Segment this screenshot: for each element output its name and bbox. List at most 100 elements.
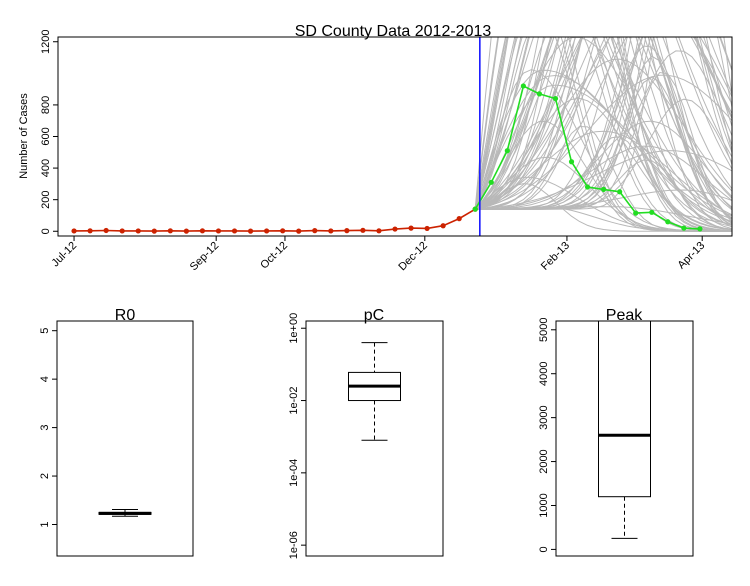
data-point (424, 225, 430, 232)
projection-line (474, 37, 732, 230)
projection-lines (474, 37, 732, 232)
projection-line (474, 37, 732, 210)
main-axes: 0 200 400 600 800 1200 Jul-12 Sep-12 Oct-12 Dec-1… (40, 29, 707, 273)
y-tick-label: 1 (39, 521, 51, 527)
box-panel-pc: pC 1e-06 1e-04 1e-02 1e+00 (288, 307, 444, 559)
data-point (103, 227, 109, 234)
y-tick-label: 1e-06 (288, 531, 300, 559)
x-tick-label: Sep-12 (188, 240, 222, 274)
data-point (488, 179, 494, 185)
data-point (681, 225, 687, 231)
data-point (376, 228, 382, 234)
data-point (633, 210, 639, 216)
x-tick-label: Dec-12 (396, 240, 430, 274)
data-point (312, 228, 318, 234)
projection-line (474, 37, 732, 210)
projection-line (474, 37, 732, 210)
data-point (536, 91, 543, 97)
y-tick-label: 400 (40, 159, 52, 177)
iqr-box (598, 320, 651, 498)
data-point (199, 228, 206, 234)
data-point (167, 228, 173, 234)
box-panel-peak: Peak 0 1000 2000 3000 4000 5000 (538, 307, 694, 557)
data-point (87, 228, 93, 234)
data-point (456, 216, 462, 222)
projection-line (475, 37, 732, 232)
y-tick-label: 2000 (538, 449, 550, 473)
y-tick-label: 1e+00 (288, 313, 300, 344)
y-tick-label: 3000 (538, 405, 550, 429)
peak-boxplot: 0 1000 2000 3000 4000 5000 (538, 318, 651, 552)
r0-boxplot: 1 2 3 4 5 (39, 328, 152, 528)
data-point (649, 209, 655, 215)
x-tick-label: Oct-12 (258, 240, 290, 272)
y-tick-label: 5000 (538, 318, 550, 342)
projection-line (474, 37, 732, 232)
projection-line (474, 37, 732, 211)
series-line-0 (73, 208, 476, 232)
data-point (360, 227, 366, 233)
y-axis-label: Number of Cases (18, 93, 30, 179)
projection-line (475, 37, 732, 210)
main-panel: SD County Data 2012-2013 Number of Cases… (18, 23, 733, 273)
y-tick-label: 0 (538, 546, 550, 552)
data-point (472, 206, 478, 212)
projection-line (475, 37, 611, 210)
data-point (408, 225, 414, 231)
projection-line (474, 37, 732, 210)
data-point (392, 226, 398, 232)
y-tick-label: 1200 (40, 29, 52, 53)
projection-line (474, 37, 732, 232)
data-point (344, 228, 350, 234)
data-point (280, 228, 286, 234)
data-point (520, 83, 526, 89)
main-plot-frame (57, 36, 733, 237)
pc-title: pC (364, 307, 384, 324)
projection-line (475, 37, 732, 210)
data-point (183, 228, 189, 234)
data-point (665, 219, 671, 225)
data-point (264, 228, 270, 234)
pc-plot-frame (305, 320, 444, 557)
y-tick-label: 5 (39, 328, 51, 334)
projection-line (474, 37, 732, 232)
y-tick-label: 800 (40, 96, 52, 114)
projection-line (475, 130, 732, 216)
data-point (135, 228, 141, 234)
x-tick-label: Jul-12 (49, 240, 79, 270)
r0-title: R0 (115, 307, 136, 324)
projection-line (475, 37, 732, 210)
projection-line (474, 69, 732, 232)
data-point (215, 228, 222, 234)
y-tick-label: 0 (40, 228, 52, 234)
y-tick-label: 4000 (538, 361, 550, 385)
data-point (584, 184, 591, 190)
projection-line (474, 37, 732, 224)
projection-line (474, 37, 732, 226)
pc-boxplot: 1e-06 1e-04 1e-02 1e+00 (288, 313, 401, 559)
r0-plot-frame (56, 320, 194, 557)
y-tick-label: 2 (39, 473, 51, 479)
projection-line (474, 37, 732, 210)
y-tick-label: 4 (39, 376, 51, 382)
data-point (440, 223, 446, 229)
projection-line (475, 37, 732, 210)
data-point (247, 228, 254, 234)
observed-series (71, 83, 703, 234)
data-point (231, 228, 238, 234)
projection-line (474, 37, 732, 216)
y-tick-label: 3 (39, 425, 51, 431)
y-tick-label: 1e-04 (288, 459, 300, 487)
projection-line (475, 120, 732, 210)
box-panel-r0: R0 1 2 3 4 5 (39, 307, 194, 557)
data-point (71, 228, 77, 234)
projection-line (474, 37, 732, 210)
y-tick-label: 1000 (538, 493, 550, 517)
projection-line (474, 37, 732, 210)
projection-line (474, 37, 732, 226)
main-title: SD County Data 2012-2013 (295, 23, 492, 40)
projection-line (475, 37, 732, 210)
y-tick-label: 600 (40, 127, 52, 145)
data-point (328, 228, 334, 234)
